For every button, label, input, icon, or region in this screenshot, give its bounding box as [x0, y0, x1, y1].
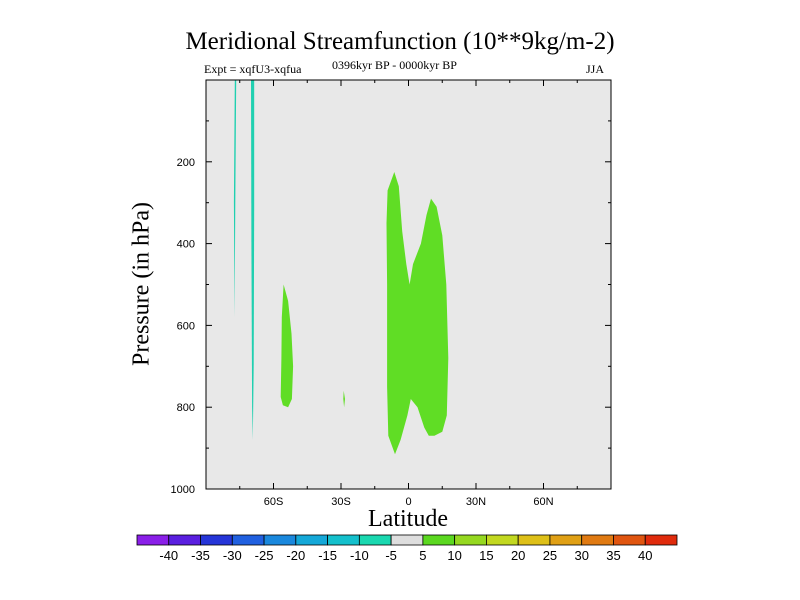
colorbar-label: -15 — [318, 548, 337, 563]
colorbar-box — [390, 534, 424, 546]
colorbar-box — [327, 534, 360, 546]
colorbar-label: -10 — [350, 548, 369, 563]
colorbar-label: 30 — [574, 548, 588, 563]
colorbar-box — [358, 534, 392, 546]
y-tick-label: 800 — [177, 402, 195, 414]
contour-region-pos-blob-30s — [343, 390, 345, 408]
colorbar-label: 15 — [479, 548, 493, 563]
colorbar-box — [200, 534, 233, 546]
y-tick-label: 200 — [177, 157, 195, 169]
contour-region-neg-strip-1 — [233, 80, 237, 318]
colorbar-label: -25 — [255, 548, 274, 563]
colorbar-box — [549, 534, 583, 546]
x-axis-label: Latitude — [368, 506, 448, 532]
x-tick-label: 60N — [533, 496, 553, 508]
x-tick-label: 0 — [405, 496, 411, 508]
colorbar-box — [422, 534, 456, 546]
y-tick-label: 600 — [177, 320, 195, 332]
colorbar-label: 10 — [447, 548, 461, 563]
colorbar-box — [613, 534, 646, 546]
x-tick-label: 60S — [264, 496, 284, 508]
colorbar-box — [517, 534, 551, 546]
colorbar-box — [295, 534, 328, 546]
colorbar-box — [644, 534, 678, 546]
contour-region-pos-blob-60s — [280, 284, 294, 408]
contour-region-neg-strip-2 — [251, 80, 255, 440]
season-label: JJA — [586, 62, 605, 76]
colorbar-label: 5 — [419, 548, 426, 563]
chart-title: Meridional Streamfunction (10**9kg/m-2) — [185, 28, 615, 55]
colorbar-label: -35 — [191, 548, 210, 563]
colorbar-label: 25 — [543, 548, 557, 563]
colorbar-box — [486, 534, 519, 546]
colorbar-label: -40 — [159, 548, 178, 563]
colorbar-label: 20 — [511, 548, 525, 563]
colorbar-box — [454, 534, 487, 546]
colorbar-box — [136, 534, 170, 546]
colorbar-label: -20 — [286, 548, 305, 563]
colorbar-label: -30 — [223, 548, 242, 563]
x-tick-label: 30S — [331, 496, 351, 508]
colorbar-label: 40 — [638, 548, 652, 563]
contour-region-pos-blob-equator — [386, 172, 449, 455]
colorbar-label: 35 — [606, 548, 620, 563]
period-label: 0396kyr BP - 0000kyr BP — [332, 58, 457, 72]
y-tick-label: 1000 — [171, 484, 195, 496]
x-tick-label: 30N — [466, 496, 486, 508]
colorbar-box — [168, 534, 201, 546]
colorbar-label: -5 — [385, 548, 397, 563]
colorbar-box — [581, 534, 614, 546]
colorbar-box — [231, 534, 265, 546]
colorbar-box — [263, 534, 297, 546]
expt-label: Expt = xqfU3-xqfua — [204, 62, 302, 76]
y-tick-label: 400 — [177, 239, 195, 251]
